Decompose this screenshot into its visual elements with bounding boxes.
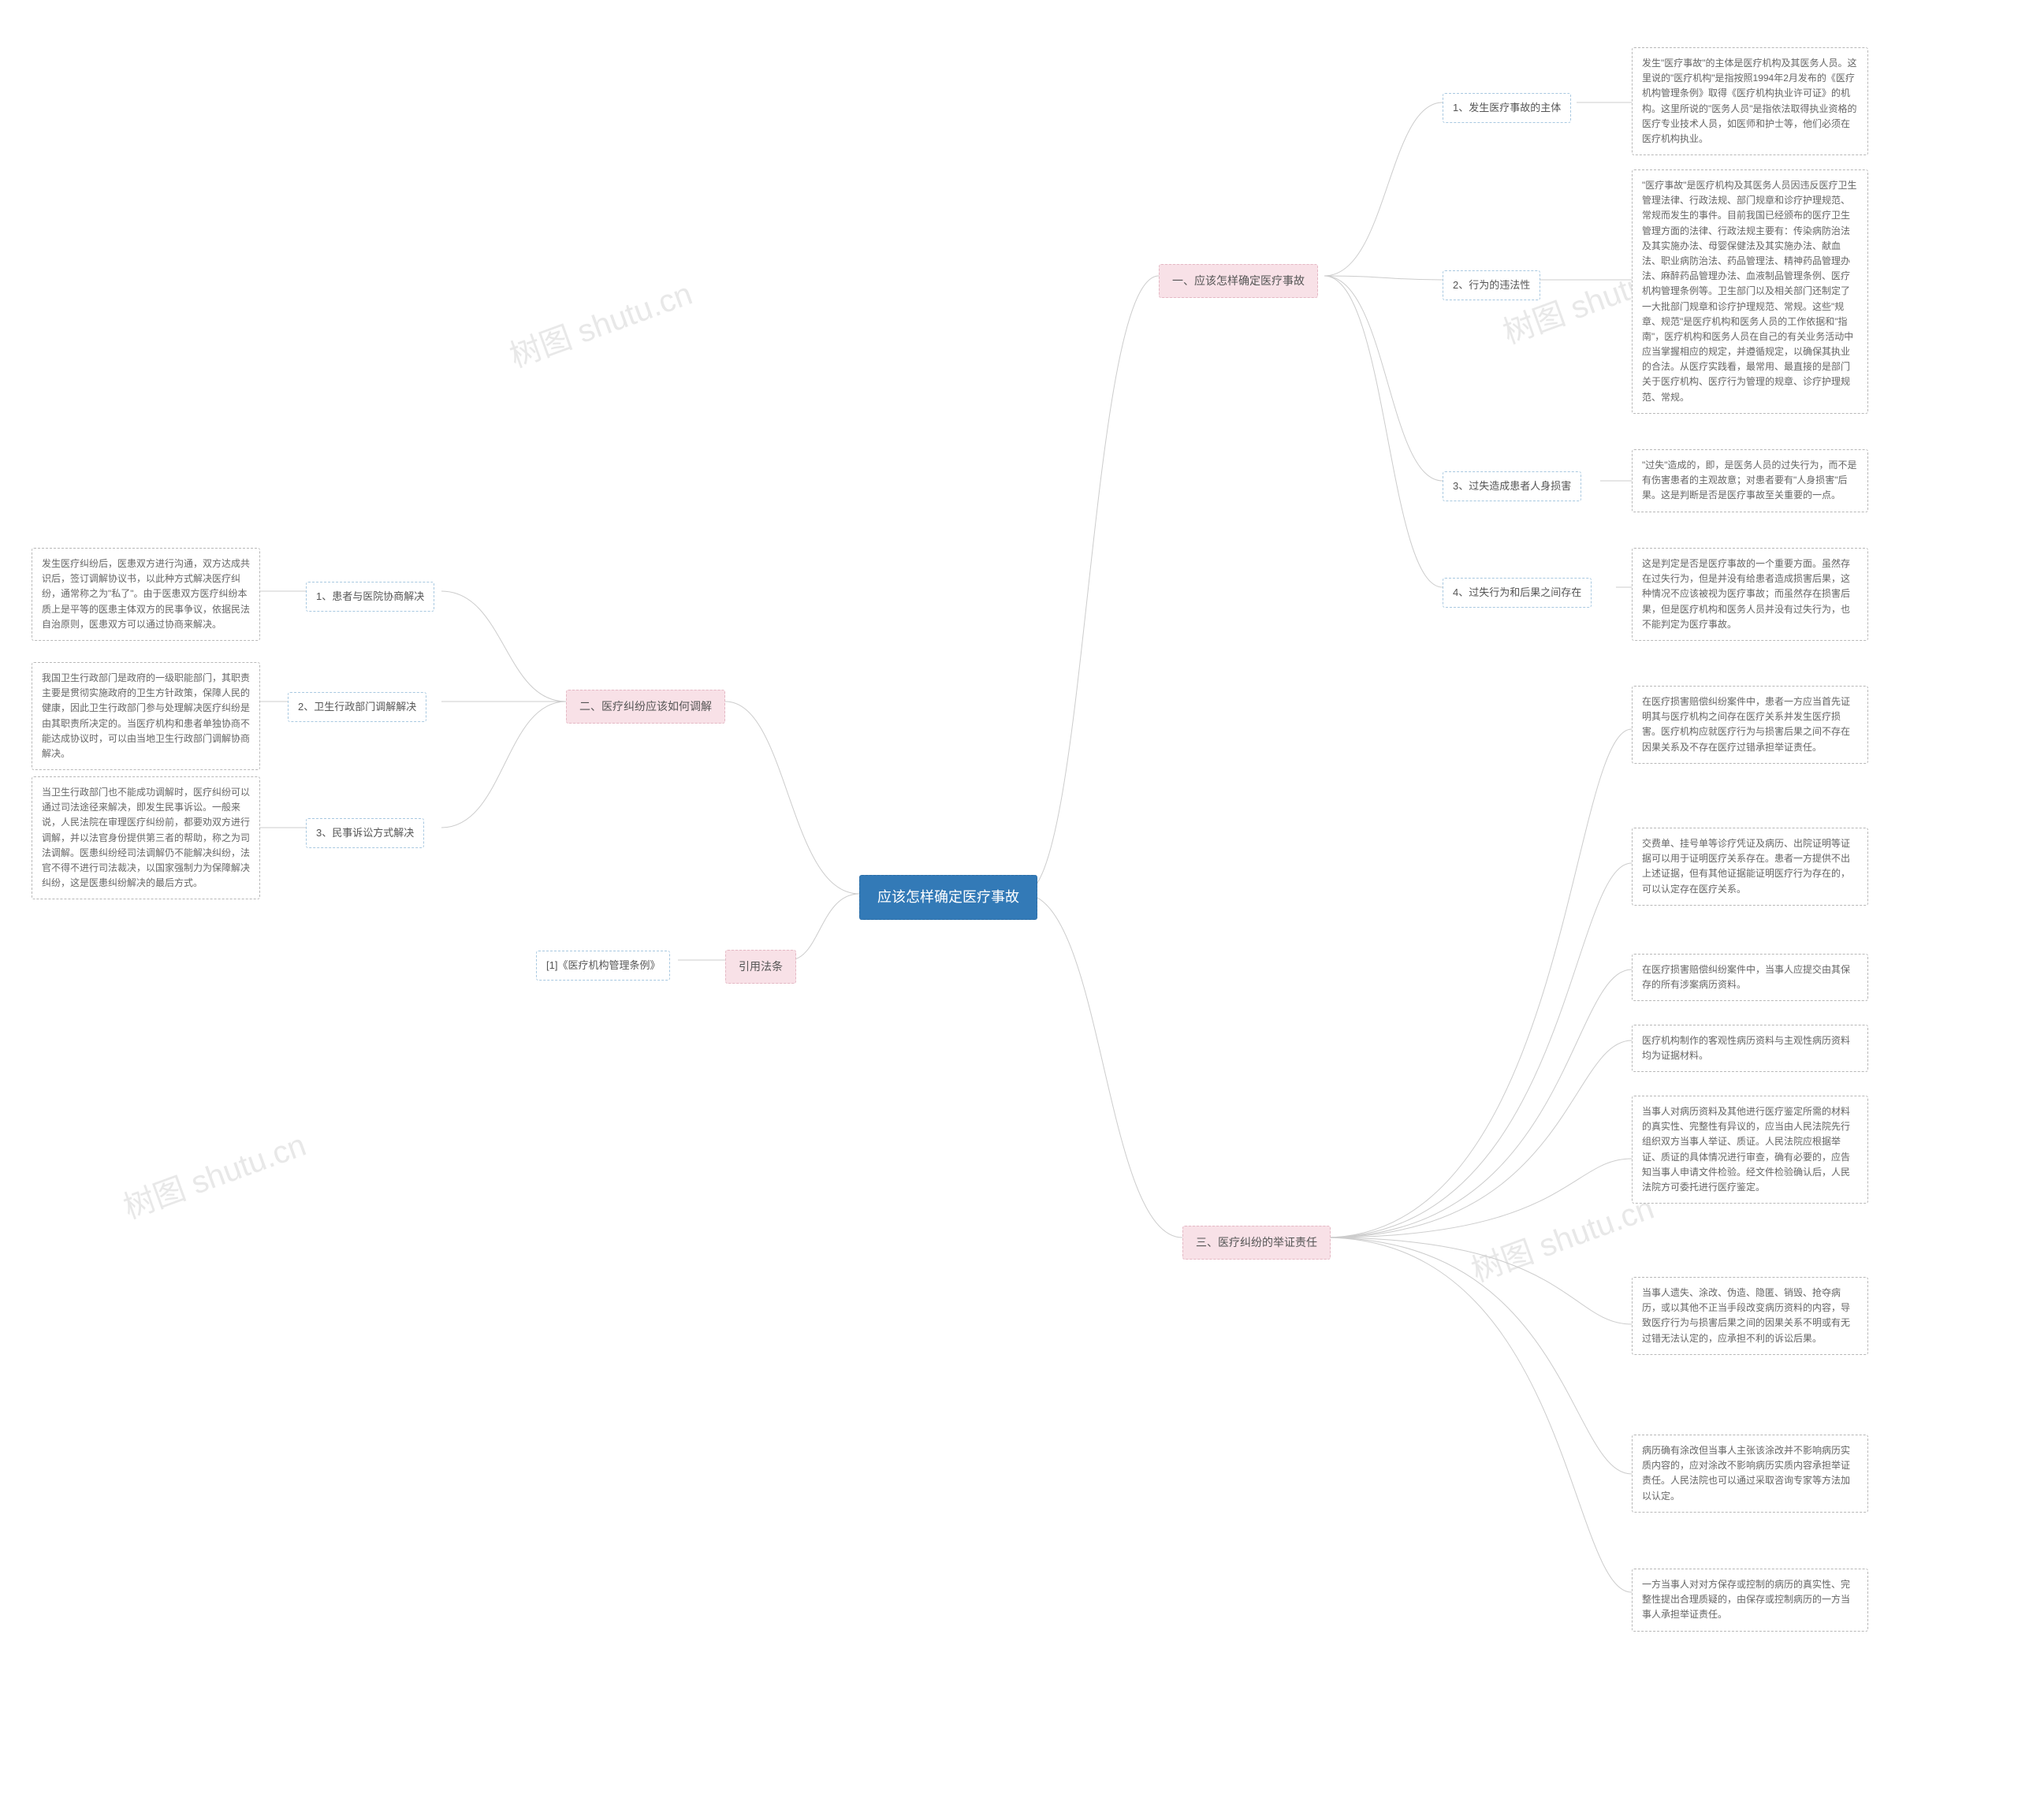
leaf-admin-detail: 我国卫生行政部门是政府的一级职能部门，其职责主要是贯彻实施政府的卫生方针政策，保…	[32, 662, 260, 770]
leaf-proof-1: 在医疗损害赔偿纠纷案件中，患者一方应当首先证明其与医疗机构之间存在医疗关系并发生…	[1632, 686, 1868, 764]
leaf-negligence-detail: "过失"造成的，即，是医务人员的过失行为，而不是有伤害患者的主观故意；对患者要有…	[1632, 449, 1868, 512]
sub-citation-1[interactable]: [1]《医疗机构管理条例》	[536, 951, 670, 981]
leaf-proof-6: 当事人遗失、涂改、伪造、隐匿、销毁、抢夺病历，或以其他不正当手段改变病历资料的内…	[1632, 1277, 1868, 1355]
branch-citation[interactable]: 引用法条	[725, 950, 796, 984]
branch-determine[interactable]: 一、应该怎样确定医疗事故	[1159, 264, 1318, 298]
sub-subject[interactable]: 1、发生医疗事故的主体	[1443, 93, 1571, 123]
branch-mediation[interactable]: 二、医疗纠纷应该如何调解	[566, 690, 725, 724]
leaf-proof-3: 在医疗损害赔偿纠纷案件中，当事人应提交由其保存的所有涉案病历资料。	[1632, 954, 1868, 1001]
leaf-negotiate-detail: 发生医疗纠纷后，医患双方进行沟通，双方达成共识后，签订调解协议书，以此种方式解决…	[32, 548, 260, 641]
watermark: 树图 shutu.cn	[116, 1119, 311, 1227]
watermark: 树图 shutu.cn	[1464, 1182, 1659, 1290]
leaf-proof-8: 一方当事人对对方保存或控制的病历的真实性、完整性提出合理质疑的，由保存或控制病历…	[1632, 1569, 1868, 1632]
sub-causation[interactable]: 4、过失行为和后果之间存在	[1443, 578, 1592, 608]
branch-burden-proof[interactable]: 三、医疗纠纷的举证责任	[1182, 1226, 1331, 1260]
leaf-causation-detail: 这是判定是否是医疗事故的一个重要方面。虽然存在过失行为，但是并没有给患者造成损害…	[1632, 548, 1868, 641]
leaf-litigation-detail: 当卫生行政部门也不能成功调解时，医疗纠纷可以通过司法途径来解决，即发生民事诉讼。…	[32, 776, 260, 899]
sub-admin-mediate[interactable]: 2、卫生行政部门调解解决	[288, 692, 426, 722]
watermark: 树图 shutu.cn	[502, 268, 698, 376]
sub-hospital-negotiate[interactable]: 1、患者与医院协商解决	[306, 582, 434, 612]
sub-litigation[interactable]: 3、民事诉讼方式解决	[306, 818, 424, 848]
root-node[interactable]: 应该怎样确定医疗事故	[859, 875, 1037, 920]
leaf-proof-5: 当事人对病历资料及其他进行医疗鉴定所需的材料的真实性、完整性有异议的，应当由人民…	[1632, 1096, 1868, 1204]
leaf-proof-4: 医疗机构制作的客观性病历资料与主观性病历资料均为证据材料。	[1632, 1025, 1868, 1072]
leaf-proof-7: 病历确有涂改但当事人主张该涂改并不影响病历实质内容的，应对涂改不影响病历实质内容…	[1632, 1435, 1868, 1513]
sub-negligence[interactable]: 3、过失造成患者人身损害	[1443, 471, 1581, 501]
leaf-subject-detail: 发生"医疗事故"的主体是医疗机构及其医务人员。这里说的"医疗机构"是指按照199…	[1632, 47, 1868, 155]
sub-illegality[interactable]: 2、行为的违法性	[1443, 270, 1540, 300]
leaf-illegality-detail: "医疗事故"是医疗机构及其医务人员因违反医疗卫生管理法律、行政法规、部门规章和诊…	[1632, 169, 1868, 414]
leaf-proof-2: 交费单、挂号单等诊疗凭证及病历、出院证明等证据可以用于证明医疗关系存在。患者一方…	[1632, 828, 1868, 906]
